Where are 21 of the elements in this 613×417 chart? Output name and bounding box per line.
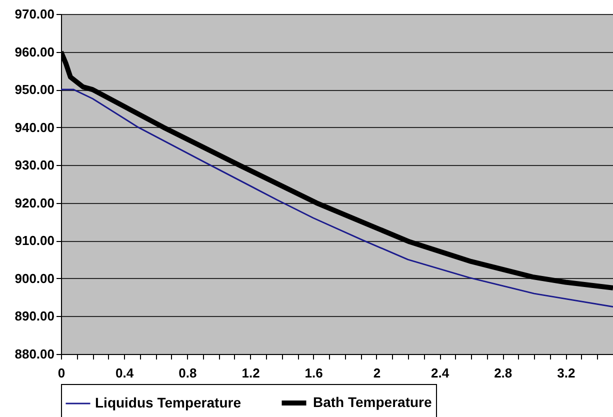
y-tick-label: 920.00 — [14, 195, 54, 210]
x-tick-label: 2.4 — [430, 366, 450, 380]
x-tick-label: 0.8 — [178, 366, 197, 380]
x-tick-label: 1.2 — [242, 366, 260, 380]
y-tick-label: 970.00 — [14, 6, 54, 22]
x-tick-label: 2 — [373, 366, 381, 380]
y-tick-label: 940.00 — [14, 120, 54, 135]
y-tick-label: 930.00 — [14, 158, 54, 173]
y-tick-label: 900.00 — [14, 270, 54, 286]
x-tick-label: 3.2 — [557, 366, 576, 380]
x-tick-label: 1.6 — [304, 366, 323, 380]
x-tick-label: 2.8 — [494, 366, 512, 380]
legend-label: Liquidus Temperature — [95, 394, 242, 410]
y-tick-label: 880.00 — [14, 346, 54, 362]
y-tick-label: 960.00 — [14, 44, 54, 60]
y-tick-label: 890.00 — [14, 308, 54, 324]
x-tick-label: 0 — [58, 366, 66, 380]
y-tick-label: 950.00 — [14, 82, 54, 98]
x-tick-label: 0.4 — [116, 366, 134, 380]
y-tick-label: 910.00 — [14, 233, 54, 248]
legend-label: Bath Temperature — [313, 394, 432, 410]
